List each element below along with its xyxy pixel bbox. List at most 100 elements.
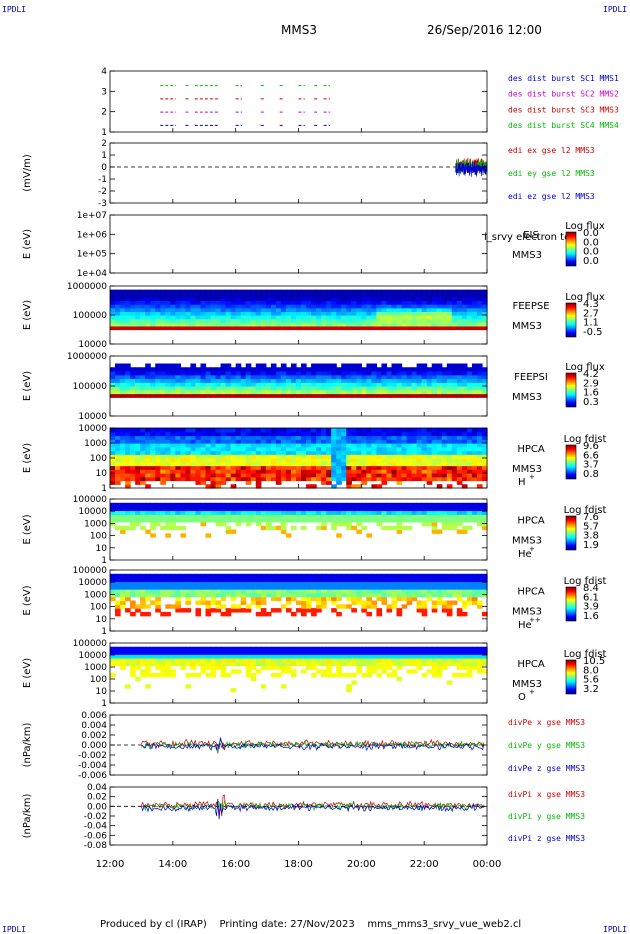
colorbar-title: Log flux xyxy=(565,362,605,373)
colorbar-tick-label: 0.0 xyxy=(583,256,599,267)
series-label: edi ex gse l2 MMS3 xyxy=(508,146,595,155)
footer-printing-date: Printing date: 27/Nov/2023 xyxy=(219,919,355,930)
colorbar-title: Log flux xyxy=(565,221,605,232)
y-tick-label: 1e+05 xyxy=(77,250,107,260)
colorbar xyxy=(565,231,577,267)
y-tick-label: 0.002 xyxy=(81,731,107,741)
x-tick-label: 20:00 xyxy=(347,859,376,870)
y-tick-label: 1e+06 xyxy=(77,230,108,240)
colorbar xyxy=(565,515,577,551)
series-label: edi ey gse l2 MMS3 xyxy=(508,169,595,178)
y-tick-label: 4 xyxy=(101,67,107,77)
y-axis-label: (nPa/km) xyxy=(22,794,33,839)
instrument-label: HPCA xyxy=(517,659,545,670)
series-label: divPe y gse MMS3 xyxy=(508,741,585,750)
instrument-label: EIS xyxy=(523,230,539,241)
y-tick-label: -0.006 xyxy=(78,771,107,781)
series-line-0 xyxy=(141,738,485,754)
y-tick-label: 1e+07 xyxy=(77,211,107,221)
colorbar xyxy=(565,302,577,338)
colorbar-tick-label: 2.9 xyxy=(583,378,599,389)
series-label: divPi z gse MMS3 xyxy=(508,834,585,843)
y-tick-label: -0.08 xyxy=(84,841,108,851)
colorbar-tick-label: 5.6 xyxy=(583,675,599,686)
footer: Produced by cl (IRAP) Printing date: 27/… xyxy=(100,919,521,930)
series-label: divPe z gse MMS3 xyxy=(508,764,585,773)
y-tick-label: 1 xyxy=(101,699,107,709)
panel-feepsi: 1000000 100000 10000 E (eV) FEEPSI MMS3 Log fl… xyxy=(22,352,605,422)
y-tick-label: 2 xyxy=(101,108,107,118)
x-tick-label: 18:00 xyxy=(284,859,313,870)
y-tick-label: -3 xyxy=(98,199,107,209)
panel-hpca_o: 100000 10000 1000 100 10 1 E (eV) HPCA MMS3 O + Log… xyxy=(22,639,606,709)
y-tick-label: 3 xyxy=(101,87,107,97)
colorbar-title: Log fdist xyxy=(564,649,607,660)
y-tick-label: 0.000 xyxy=(81,741,107,751)
colorbar-tick-label: 3.8 xyxy=(583,531,599,542)
colorbar-tick-label: 7.6 xyxy=(583,512,599,523)
y-tick-label: 1 xyxy=(101,128,107,138)
extra-label: i_srvy electron to xyxy=(484,232,570,243)
y-tick-label: 2 xyxy=(101,139,107,149)
panel-hpca_he: 100000 10000 1000 100 10 1 E (eV) HPCA MMS3 He+ Lo… xyxy=(22,495,606,566)
colorbar-tick-label: 4.3 xyxy=(583,299,599,310)
colorbar-title: Log fdist xyxy=(564,576,607,587)
charge-label: + xyxy=(529,473,535,481)
y-tick-label: 10000 xyxy=(78,340,107,350)
x-tick-label: 14:00 xyxy=(158,859,187,870)
panel-edi: 2 1 0 -1 -2 -3 (mV/m) edi ex gse l2 MMS3 edi ey … xyxy=(22,139,595,209)
x-tick-label: 22:00 xyxy=(410,859,439,870)
spacecraft-label: MMS3 xyxy=(512,536,542,547)
y-tick-label: 100000 xyxy=(73,566,108,576)
series-label: des dist burst SC4 MMS4 xyxy=(508,121,619,130)
y-tick-label: -0.06 xyxy=(84,831,108,841)
colorbar-tick-label: 10.5 xyxy=(583,656,605,667)
colorbar-tick-label: -0.5 xyxy=(583,327,603,338)
colorbar-title: Log fdist xyxy=(564,505,607,516)
colorbar xyxy=(565,586,577,622)
y-tick-label: -0.002 xyxy=(78,751,107,761)
spacecraft-label: MMS3 xyxy=(512,392,542,403)
charge-label: + xyxy=(529,688,535,696)
y-tick-label: 0.004 xyxy=(81,721,107,731)
panel-eis: 1e+07 1e+06 1e+05 1e+04 E (eV) EIS MMS3 i_srvy … xyxy=(22,211,605,279)
series-line-2 xyxy=(141,737,485,752)
spacecraft-label: MMS3 xyxy=(512,250,542,261)
series-line-2 xyxy=(141,798,485,820)
y-axis-label: E (eV) xyxy=(22,658,33,688)
y-tick-label: 1000 xyxy=(84,590,107,600)
spectrogram-hpca_he xyxy=(110,502,488,538)
colorbar xyxy=(565,372,577,408)
colorbar-tick-label: 5.7 xyxy=(583,521,599,532)
spectrogram-feepsi xyxy=(110,363,488,398)
y-tick-label: -1 xyxy=(98,175,107,185)
y-tick-label: 1 xyxy=(101,627,107,637)
colorbar-tick-label: 0.0 xyxy=(583,237,599,248)
y-tick-label: 10000 xyxy=(78,507,107,517)
y-tick-label: 100000 xyxy=(73,639,108,649)
colorbar xyxy=(565,659,577,695)
y-tick-label: 1000 xyxy=(84,439,107,449)
y-tick-label: 1000000 xyxy=(67,352,107,362)
colorbar-tick-label: 2.7 xyxy=(583,308,599,319)
y-tick-label: -0.04 xyxy=(84,822,108,832)
y-tick-label: 1000 xyxy=(84,663,107,673)
y-tick-label: 10 xyxy=(96,544,108,554)
y-axis-label: (mV/m) xyxy=(22,154,33,192)
y-tick-label: 100000 xyxy=(73,311,108,321)
panel-frame xyxy=(109,786,488,846)
spectrogram-hpca_h xyxy=(110,428,488,489)
y-tick-label: 10000 xyxy=(78,412,107,422)
colorbar-tick-label: 3.2 xyxy=(583,684,599,695)
colorbar-tick-label: 1.9 xyxy=(583,540,599,551)
colorbar-tick-label: 0.3 xyxy=(583,397,599,408)
species-label: He xyxy=(518,549,532,560)
corner-label-top-left: IPDLI xyxy=(2,5,27,14)
y-tick-label: 1 xyxy=(101,484,107,494)
colorbar-tick-label: 1.6 xyxy=(583,611,599,622)
series-label: divPi x gse MMS3 xyxy=(508,790,585,799)
y-tick-label: -0.004 xyxy=(78,761,107,771)
series-label: des dist burst SC3 MMS3 xyxy=(508,105,619,114)
colorbar-title: Log flux xyxy=(565,292,605,303)
